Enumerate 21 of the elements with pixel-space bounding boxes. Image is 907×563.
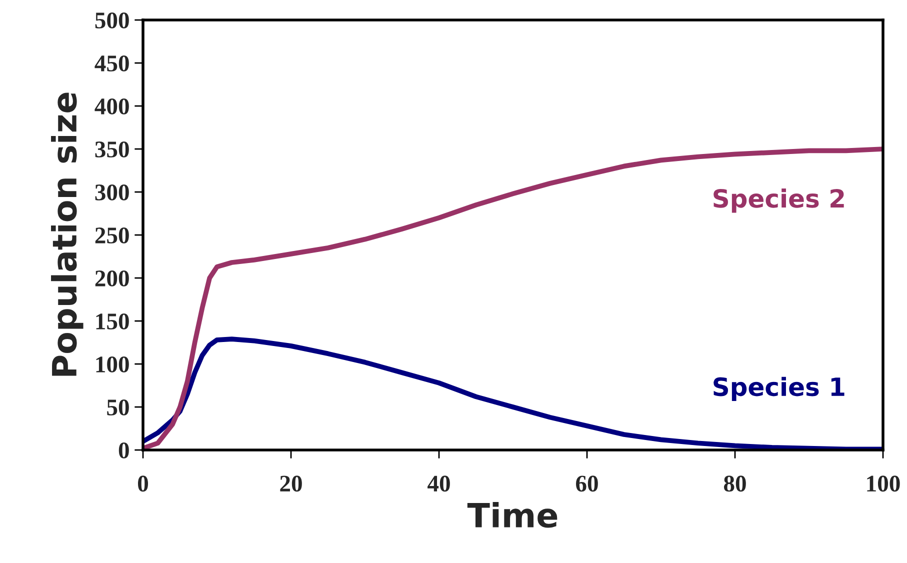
x-tick-label: 100 (867, 476, 900, 492)
y-tick-label: 0 (118, 442, 129, 458)
series-label: Species 2 (714, 188, 844, 213)
x-tick-label: 0 (138, 476, 148, 492)
x-tick-label: 60 (576, 476, 598, 492)
y-tick-label: 100 (96, 356, 129, 372)
x-tick-label: 80 (724, 476, 746, 492)
y-tick-label: 250 (95, 227, 129, 244)
y-tick-label: 500 (95, 12, 129, 28)
x-axis-title: Time (467, 502, 558, 528)
x-tick-label: 40 (428, 476, 450, 492)
x-tick-label: 20 (280, 476, 302, 492)
series-label: Species 1 (714, 376, 844, 402)
y-tick-label: 150 (96, 313, 129, 330)
y-tick-label: 50 (107, 399, 129, 416)
y-axis-title: Population size (51, 92, 84, 376)
y-tick-label: 400 (94, 98, 129, 114)
y-tick-label: 300 (95, 184, 129, 200)
y-tick-label: 200 (95, 270, 129, 286)
y-tick-label: 450 (94, 55, 129, 72)
y-tick-label: 350 (95, 141, 129, 158)
